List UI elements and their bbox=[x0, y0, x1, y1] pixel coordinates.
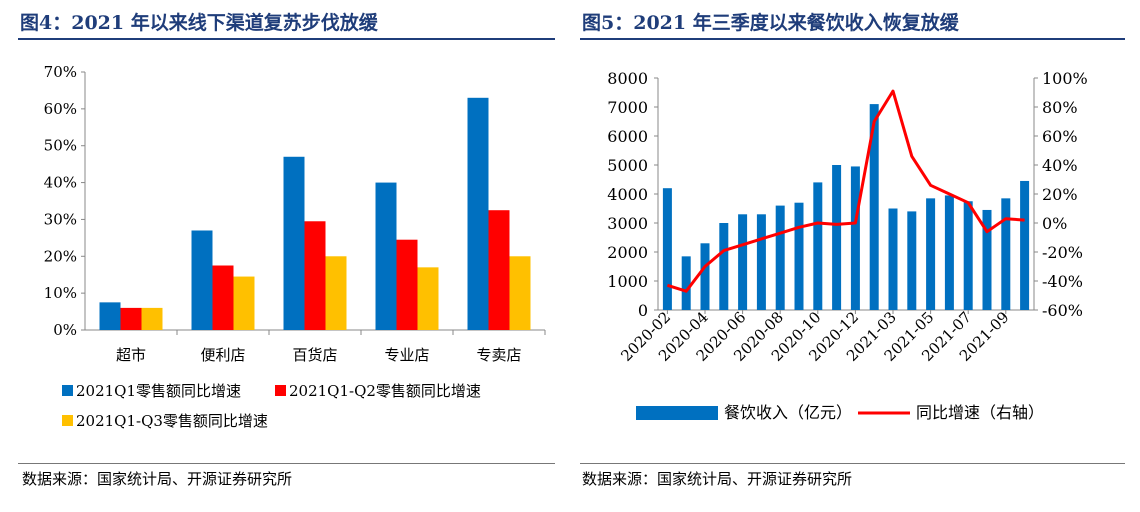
left-y-tick-label: 8000 bbox=[607, 69, 648, 88]
bar bbox=[794, 202, 804, 310]
y-tick-label: 0% bbox=[53, 321, 77, 339]
legend-label: 2021Q1-Q2零售额同比增速 bbox=[289, 382, 481, 400]
legend-swatch bbox=[62, 385, 73, 396]
bar bbox=[488, 210, 510, 330]
bar bbox=[832, 165, 842, 310]
y-tick-label: 20% bbox=[44, 247, 77, 265]
bar bbox=[375, 182, 397, 330]
left-y-tick-label: 7000 bbox=[607, 98, 648, 117]
right-y-tick-label: -20% bbox=[1042, 243, 1083, 262]
right-y-tick-label: -60% bbox=[1042, 301, 1083, 320]
y-tick-label: 60% bbox=[44, 100, 77, 118]
legend-swatch bbox=[275, 385, 286, 396]
bar bbox=[756, 214, 766, 310]
bar bbox=[283, 156, 305, 330]
bar bbox=[417, 267, 439, 330]
bar bbox=[467, 97, 489, 330]
legend-label: 2021Q1零售额同比增速 bbox=[76, 382, 241, 400]
bar bbox=[907, 211, 917, 310]
figure-4-panel: 图4：2021 年以来线下渠道复苏步伐放缓 0% 10% 20% 30% 40% 50% 6… bbox=[18, 12, 555, 488]
growth-rate-line bbox=[666, 89, 1025, 293]
x-tick-label: 便利店 bbox=[200, 346, 245, 364]
legend-label: 餐饮收入（亿元） bbox=[724, 403, 852, 422]
right-y-tick-label: 20% bbox=[1042, 185, 1078, 204]
bar bbox=[982, 209, 992, 310]
y-tick-label: 40% bbox=[44, 174, 77, 192]
left-y-tick-label: 0 bbox=[638, 301, 648, 320]
x-tick-label: 百货店 bbox=[292, 346, 337, 364]
source-note: 数据来源：国家统计局、开源证券研究所 bbox=[22, 470, 293, 488]
legend-swatch bbox=[62, 415, 73, 426]
bar bbox=[738, 214, 748, 310]
bar bbox=[850, 166, 860, 310]
bar bbox=[944, 195, 954, 310]
bar bbox=[719, 223, 729, 310]
bar bbox=[325, 256, 347, 330]
left-y-tick-label: 6000 bbox=[607, 127, 648, 146]
bar bbox=[662, 188, 672, 310]
left-y-tick-label: 4000 bbox=[607, 185, 648, 204]
right-y-tick-label: 40% bbox=[1042, 156, 1078, 175]
title-divider bbox=[18, 38, 555, 40]
bar bbox=[396, 239, 418, 330]
bar bbox=[141, 307, 163, 330]
bar bbox=[212, 265, 234, 330]
bar bbox=[869, 104, 879, 310]
bar bbox=[681, 256, 691, 310]
x-tick-label: 专卖店 bbox=[476, 346, 521, 364]
bar bbox=[700, 243, 710, 310]
y-tick-label: 70% bbox=[44, 63, 77, 81]
bar bbox=[775, 205, 785, 310]
bar bbox=[509, 256, 531, 330]
bar bbox=[963, 201, 973, 310]
legend-label: 同比增速（右轴） bbox=[916, 403, 1044, 422]
y-tick-label: 10% bbox=[44, 284, 77, 302]
bar bbox=[813, 182, 823, 310]
right-y-tick-label: 60% bbox=[1042, 127, 1078, 146]
bar bbox=[888, 208, 898, 310]
bar-line-combo-chart: 0 1000 2000 3000 4000 5000 6000 7000 8000 -60% -40… bbox=[607, 69, 1088, 422]
left-y-tick-label: 2000 bbox=[607, 243, 648, 262]
source-divider bbox=[580, 463, 1125, 464]
title-divider bbox=[580, 38, 1125, 40]
bar bbox=[191, 230, 213, 330]
bar bbox=[926, 198, 936, 310]
figure-5-panel: 图5：2021 年三季度以来餐饮收入恢复放缓 0 1000 2000 3000 4000… bbox=[570, 0, 1140, 512]
left-y-tick-label: 5000 bbox=[607, 156, 648, 175]
y-tick-label: 30% bbox=[44, 210, 77, 228]
source-divider bbox=[18, 463, 555, 464]
y-tick-label: 50% bbox=[44, 137, 77, 155]
grouped-bar-chart: 0% 10% 20% 30% 40% 50% 60% 70% 超市 便利店 百货店 专业店 专卖店 202… bbox=[44, 63, 546, 430]
bar bbox=[1001, 198, 1011, 310]
bar bbox=[99, 302, 121, 330]
legend-swatch-bar bbox=[636, 406, 718, 420]
bar bbox=[233, 276, 255, 330]
right-y-tick-label: -40% bbox=[1042, 272, 1083, 291]
right-y-tick-label: 80% bbox=[1042, 98, 1078, 117]
x-tick-label: 专业店 bbox=[384, 346, 429, 364]
bar bbox=[1020, 180, 1030, 310]
right-y-tick-label: 100% bbox=[1042, 69, 1088, 88]
left-y-tick-label: 3000 bbox=[607, 214, 648, 233]
legend-label: 2021Q1-Q3零售额同比增速 bbox=[76, 412, 268, 430]
source-note: 数据来源：国家统计局、开源证券研究所 bbox=[582, 470, 853, 488]
figure-title: 图5：2021 年三季度以来餐饮收入恢复放缓 bbox=[582, 12, 959, 34]
figure-title: 图4：2021 年以来线下渠道复苏步伐放缓 bbox=[20, 12, 378, 34]
bar bbox=[120, 307, 142, 330]
x-tick-label: 超市 bbox=[116, 346, 146, 364]
right-y-tick-label: 0% bbox=[1042, 214, 1067, 233]
left-y-tick-label: 1000 bbox=[607, 272, 648, 291]
bar bbox=[304, 221, 326, 330]
